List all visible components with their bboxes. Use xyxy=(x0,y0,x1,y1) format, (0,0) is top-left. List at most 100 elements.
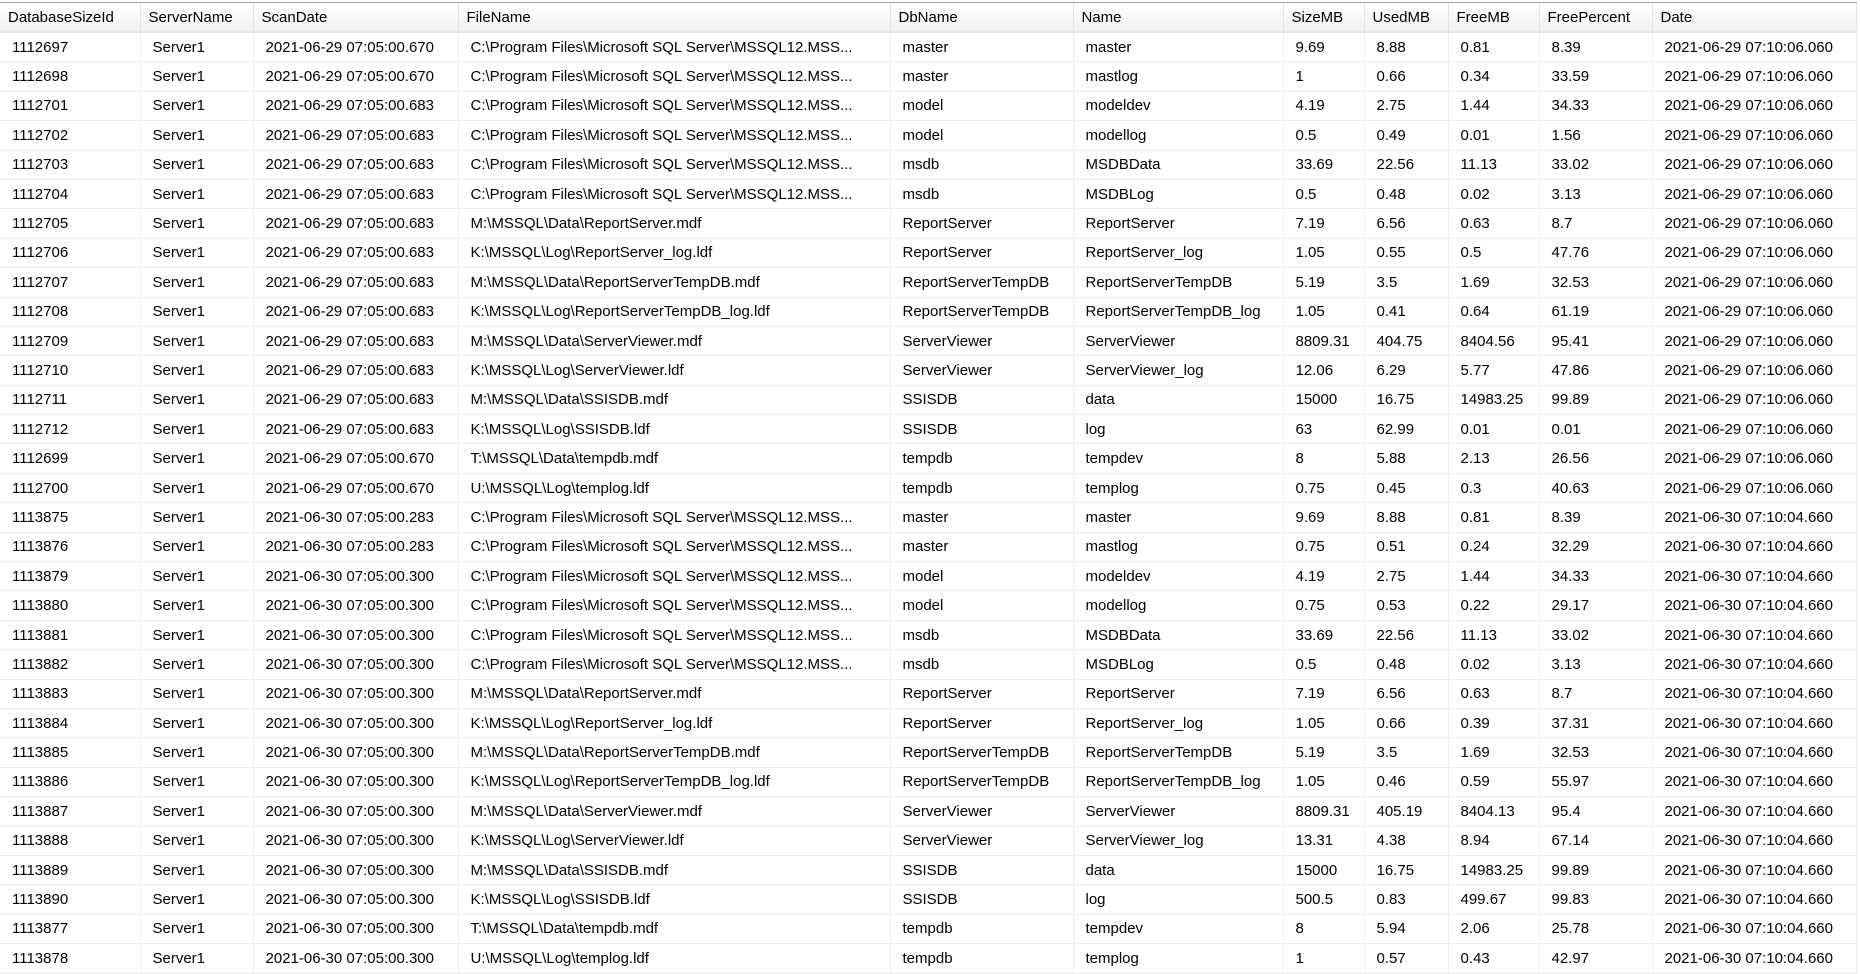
cell-scandate[interactable]: 2021-06-29 07:05:00.683 xyxy=(253,179,459,210)
cell-sizemb[interactable]: 0.5 xyxy=(1283,179,1365,210)
cell-usedmb[interactable]: 0.49 xyxy=(1364,120,1449,151)
column-header-name[interactable]: Name xyxy=(1073,3,1284,33)
cell-name[interactable]: ServerViewer xyxy=(1073,796,1284,827)
cell-freemb[interactable]: 2.06 xyxy=(1448,914,1540,945)
table-row[interactable]: 1113885 Server1 2021-06-30 07:05:00.300 M:\… xyxy=(0,737,1857,768)
cell-freepercent[interactable]: 42.97 xyxy=(1539,943,1653,974)
cell-name[interactable]: MSDBLog xyxy=(1073,649,1284,680)
cell-scandate[interactable]: 2021-06-30 07:05:00.300 xyxy=(253,737,459,768)
column-header-usedmb[interactable]: UsedMB xyxy=(1364,3,1449,33)
cell-freepercent[interactable]: 8.7 xyxy=(1539,679,1653,709)
cell-dbname[interactable]: model xyxy=(890,590,1074,621)
cell-usedmb[interactable]: 6.56 xyxy=(1364,679,1449,709)
cell-freemb[interactable]: 0.63 xyxy=(1448,208,1540,239)
cell-freepercent[interactable]: 3.13 xyxy=(1539,649,1653,680)
cell-name[interactable]: ReportServerTempDB_log xyxy=(1073,297,1284,327)
cell-freepercent[interactable]: 33.02 xyxy=(1539,620,1653,651)
cell-freemb[interactable]: 0.81 xyxy=(1448,502,1540,533)
cell-usedmb[interactable]: 0.48 xyxy=(1364,179,1449,210)
cell-usedmb[interactable]: 22.56 xyxy=(1364,150,1449,180)
cell-dbname[interactable]: ReportServer xyxy=(890,708,1074,739)
cell-freepercent[interactable]: 34.33 xyxy=(1539,91,1653,122)
cell-freemb[interactable]: 1.69 xyxy=(1448,737,1540,768)
cell-usedmb[interactable]: 0.55 xyxy=(1364,238,1449,269)
cell-usedmb[interactable]: 0.46 xyxy=(1364,767,1449,798)
cell-filename[interactable]: M:\MSSQL\Data\SSISDB.mdf xyxy=(458,855,891,886)
cell-dbname[interactable]: tempdb xyxy=(890,914,1074,945)
cell-date[interactable]: 2021-06-29 07:10:06.060 xyxy=(1652,208,1857,239)
cell-databasesizeid[interactable]: 1112703 xyxy=(0,150,141,180)
cell-usedmb[interactable]: 2.75 xyxy=(1364,561,1449,592)
cell-date[interactable]: 2021-06-30 07:10:04.660 xyxy=(1652,502,1857,533)
cell-filename[interactable]: K:\MSSQL\Log\ReportServer_log.ldf xyxy=(458,708,891,739)
cell-scandate[interactable]: 2021-06-29 07:05:00.670 xyxy=(253,61,459,92)
cell-date[interactable]: 2021-06-30 07:10:04.660 xyxy=(1652,884,1857,915)
cell-dbname[interactable]: ReportServerTempDB xyxy=(890,767,1074,798)
cell-sizemb[interactable]: 33.69 xyxy=(1283,620,1365,651)
cell-filename[interactable]: C:\Program Files\Microsoft SQL Server\MS… xyxy=(458,91,891,122)
cell-databasesizeid[interactable]: 1113880 xyxy=(0,590,141,621)
cell-name[interactable]: ReportServer xyxy=(1073,679,1284,709)
cell-date[interactable]: 2021-06-29 07:10:06.060 xyxy=(1652,91,1857,122)
table-row[interactable]: 1113876 Server1 2021-06-30 07:05:00.283 C:\… xyxy=(0,532,1857,563)
cell-date[interactable]: 2021-06-30 07:10:04.660 xyxy=(1652,796,1857,827)
cell-filename[interactable]: C:\Program Files\Microsoft SQL Server\MS… xyxy=(458,150,891,180)
cell-freepercent[interactable]: 32.53 xyxy=(1539,267,1653,298)
cell-servername[interactable]: Server1 xyxy=(140,884,254,915)
cell-scandate[interactable]: 2021-06-30 07:05:00.300 xyxy=(253,855,459,886)
cell-name[interactable]: ServerViewer_log xyxy=(1073,826,1284,856)
cell-freemb[interactable]: 0.3 xyxy=(1448,473,1540,504)
cell-name[interactable]: tempdev xyxy=(1073,914,1284,945)
cell-filename[interactable]: C:\Program Files\Microsoft SQL Server\MS… xyxy=(458,502,891,533)
cell-date[interactable]: 2021-06-29 07:10:06.060 xyxy=(1652,120,1857,151)
cell-servername[interactable]: Server1 xyxy=(140,943,254,974)
cell-filename[interactable]: U:\MSSQL\Log\templog.ldf xyxy=(458,943,891,974)
table-row[interactable]: 1112700 Server1 2021-06-29 07:05:00.670 U:\… xyxy=(0,473,1857,504)
cell-dbname[interactable]: SSISDB xyxy=(890,385,1074,416)
cell-date[interactable]: 2021-06-29 07:10:06.060 xyxy=(1652,61,1857,92)
cell-databasesizeid[interactable]: 1113883 xyxy=(0,679,141,709)
table-row[interactable]: 1113880 Server1 2021-06-30 07:05:00.300 C:\… xyxy=(0,590,1857,621)
cell-dbname[interactable]: ReportServerTempDB xyxy=(890,297,1074,327)
cell-scandate[interactable]: 2021-06-29 07:05:00.683 xyxy=(253,297,459,327)
table-row[interactable]: 1113889 Server1 2021-06-30 07:05:00.300 M:\… xyxy=(0,855,1857,886)
cell-scandate[interactable]: 2021-06-29 07:05:00.683 xyxy=(253,120,459,151)
cell-freepercent[interactable]: 8.7 xyxy=(1539,208,1653,239)
cell-filename[interactable]: K:\MSSQL\Log\ReportServerTempDB_log.ldf xyxy=(458,297,891,327)
cell-databasesizeid[interactable]: 1113884 xyxy=(0,708,141,739)
cell-dbname[interactable]: msdb xyxy=(890,179,1074,210)
cell-scandate[interactable]: 2021-06-30 07:05:00.300 xyxy=(253,708,459,739)
cell-freemb[interactable]: 8404.13 xyxy=(1448,796,1540,827)
cell-name[interactable]: MSDBData xyxy=(1073,620,1284,651)
cell-databasesizeid[interactable]: 1113876 xyxy=(0,532,141,563)
cell-servername[interactable]: Server1 xyxy=(140,473,254,504)
cell-freemb[interactable]: 0.63 xyxy=(1448,679,1540,709)
cell-dbname[interactable]: msdb xyxy=(890,620,1074,651)
cell-date[interactable]: 2021-06-30 07:10:04.660 xyxy=(1652,914,1857,945)
cell-servername[interactable]: Server1 xyxy=(140,297,254,327)
cell-freemb[interactable]: 1.44 xyxy=(1448,91,1540,122)
table-row[interactable]: 1112712 Server1 2021-06-29 07:05:00.683 K:\… xyxy=(0,414,1857,445)
cell-freemb[interactable]: 11.13 xyxy=(1448,620,1540,651)
cell-freepercent[interactable]: 3.13 xyxy=(1539,179,1653,210)
cell-servername[interactable]: Server1 xyxy=(140,179,254,210)
cell-usedmb[interactable]: 5.94 xyxy=(1364,914,1449,945)
table-row[interactable]: 1112699 Server1 2021-06-29 07:05:00.670 T:\… xyxy=(0,443,1857,474)
cell-freepercent[interactable]: 1.56 xyxy=(1539,120,1653,151)
table-row[interactable]: 1113887 Server1 2021-06-30 07:05:00.300 M:\… xyxy=(0,796,1857,827)
cell-freepercent[interactable]: 33.02 xyxy=(1539,150,1653,180)
cell-freemb[interactable]: 0.34 xyxy=(1448,61,1540,92)
cell-dbname[interactable]: msdb xyxy=(890,649,1074,680)
cell-sizemb[interactable]: 1.05 xyxy=(1283,238,1365,269)
cell-databasesizeid[interactable]: 1113889 xyxy=(0,855,141,886)
cell-sizemb[interactable]: 0.75 xyxy=(1283,473,1365,504)
cell-usedmb[interactable]: 0.41 xyxy=(1364,297,1449,327)
cell-sizemb[interactable]: 8 xyxy=(1283,443,1365,474)
cell-scandate[interactable]: 2021-06-30 07:05:00.300 xyxy=(253,943,459,974)
cell-date[interactable]: 2021-06-30 07:10:04.660 xyxy=(1652,590,1857,621)
cell-date[interactable]: 2021-06-29 07:10:06.060 xyxy=(1652,385,1857,416)
cell-databasesizeid[interactable]: 1113881 xyxy=(0,620,141,651)
cell-freepercent[interactable]: 26.56 xyxy=(1539,443,1653,474)
cell-scandate[interactable]: 2021-06-30 07:05:00.300 xyxy=(253,620,459,651)
